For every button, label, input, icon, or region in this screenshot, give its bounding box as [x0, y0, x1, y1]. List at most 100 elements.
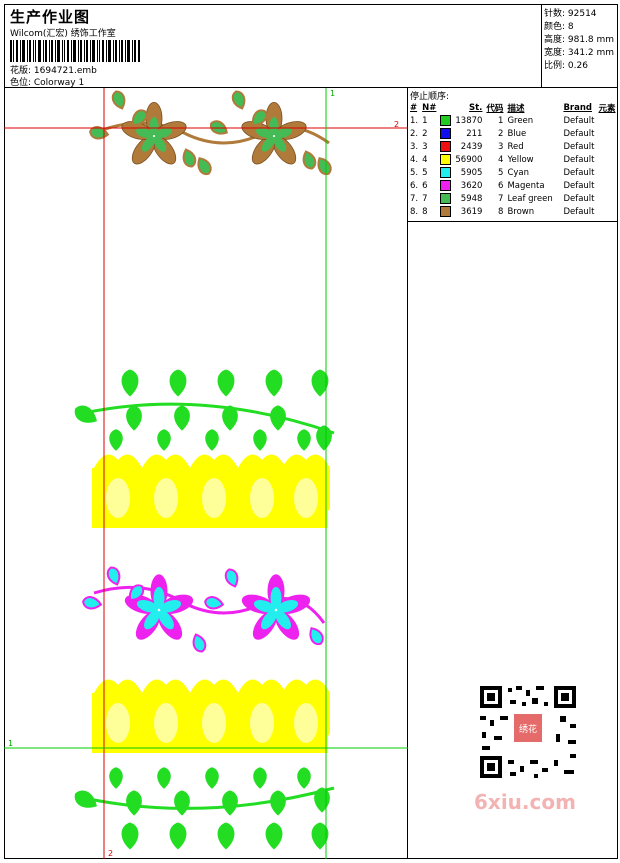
row-needle: 1: [422, 115, 428, 126]
design-file-label: 花版: 1694721.emb: [10, 66, 97, 76]
row-index: 1.: [410, 115, 419, 126]
row-brand: Default: [563, 141, 595, 152]
row-brand: Default: [563, 206, 595, 217]
colorway-label: 色位: Colorway 1: [10, 78, 85, 88]
color-swatch: [440, 128, 452, 139]
stitch-count: 针数: 92514: [544, 9, 597, 19]
row-index: 7.: [410, 193, 419, 204]
color-count: 颜色: 8: [544, 22, 574, 32]
row-description: Yellow: [507, 154, 534, 165]
col-header: 元素: [598, 103, 616, 114]
col-header: St.: [469, 102, 483, 113]
stop-sequence-panel: 停止顺序: # N# St. 代码 描述 Brand 元素 1. 1 13870 1 G…: [408, 88, 618, 222]
row-needle: 3: [422, 141, 428, 152]
row-code: 6: [498, 180, 504, 191]
table-row: 2. 2 211 2 Blue Default: [408, 127, 618, 140]
guide-label-h1: 1: [8, 739, 13, 748]
row-stitches: 56900: [455, 154, 483, 165]
row-swatch: [438, 205, 453, 218]
design-canvas: 1 2 1 2: [4, 88, 408, 859]
row-needle: 2: [422, 128, 428, 139]
table-row: 8. 8 3619 8 Brown Default: [408, 205, 618, 218]
row-code: 3: [498, 141, 504, 152]
row-stitches: 3619: [460, 206, 483, 217]
row-stitches: 5905: [460, 167, 483, 178]
row-needle: 5: [422, 167, 428, 178]
row-index: 3.: [410, 141, 419, 152]
stop-sequence-label: 停止顺序:: [410, 92, 450, 102]
row-index: 5.: [410, 167, 419, 178]
page-frame: [4, 4, 618, 859]
table-row: 7. 7 5948 7 Leaf green Default: [408, 192, 618, 205]
header-panel: 生产作业图 Wilcom(汇宏) 绣饰工作室 花版: 1694721.emb 色…: [4, 4, 542, 88]
col-header: 代码: [486, 103, 504, 114]
thread-table: # N# St. 代码 描述 Brand 元素 1. 1 13870 1 Green De…: [408, 101, 618, 218]
row-brand: Default: [563, 128, 595, 139]
row-description: Blue: [507, 128, 527, 139]
row-stitches: 2439: [460, 141, 483, 152]
row-index: 8.: [410, 206, 419, 217]
row-swatch: [438, 114, 453, 127]
yellow-lace-band-lower: [92, 679, 330, 753]
guide-label-v2: 2: [108, 849, 113, 858]
design-height: 高度: 981.8 mm: [544, 35, 615, 45]
embroidery-preview: 1 2 1 2: [4, 88, 408, 859]
row-stitches: 3620: [460, 180, 483, 191]
stamp-text: 绣花: [519, 723, 537, 735]
row-needle: 6: [422, 180, 428, 191]
color-swatch: [440, 180, 452, 191]
col-header: 描述: [507, 103, 525, 114]
yellow-lace-band-upper: [92, 454, 330, 528]
table-row: 5. 5 5905 5 Cyan Default: [408, 166, 618, 179]
row-stitches: 211: [466, 128, 483, 139]
row-swatch: [438, 192, 453, 205]
color-swatch: [440, 141, 452, 152]
row-description: Leaf green: [507, 193, 553, 204]
table-row: 3. 3 2439 3 Red Default: [408, 140, 618, 153]
row-description: Green: [507, 115, 534, 126]
table-row: 1. 1 13870 1 Green Default: [408, 114, 618, 127]
guide-label-h2: 2: [394, 120, 399, 129]
col-header: N#: [422, 102, 437, 113]
row-swatch: [438, 166, 453, 179]
green-vine-band-lower: [71, 767, 335, 850]
magenta-floral-motif: [81, 564, 327, 655]
row-code: 7: [498, 193, 504, 204]
row-brand: Default: [563, 167, 595, 178]
green-vine-band-upper: [71, 369, 335, 451]
table-row: 4. 4 56900 4 Yellow Default: [408, 153, 618, 166]
row-needle: 7: [422, 193, 428, 204]
row-code: 2: [498, 128, 504, 139]
row-stitches: 13870: [455, 115, 483, 126]
barcode-icon: [10, 40, 140, 62]
row-code: 5: [498, 167, 504, 178]
qr-code-icon: 绣花: [470, 680, 586, 784]
color-swatch: [440, 167, 452, 178]
color-swatch: [440, 206, 452, 217]
page-title: 生产作业图: [10, 8, 91, 26]
row-swatch: [438, 127, 453, 140]
row-needle: 8: [422, 206, 428, 217]
software-label: Wilcom(汇宏) 绣饰工作室: [10, 29, 116, 39]
design-width: 宽度: 341.2 mm: [544, 48, 615, 58]
row-needle: 4: [422, 154, 428, 165]
row-description: Magenta: [507, 180, 545, 191]
scale-ratio: 比例: 0.26: [544, 61, 588, 71]
row-code: 4: [498, 154, 504, 165]
row-index: 6.: [410, 180, 419, 191]
row-swatch: [438, 140, 453, 153]
col-header: Brand: [563, 102, 592, 113]
watermark-logo: 6xiu.com: [474, 790, 576, 814]
row-description: Brown: [507, 206, 535, 217]
row-brand: Default: [563, 180, 595, 191]
row-swatch: [438, 179, 453, 192]
row-brand: Default: [563, 193, 595, 204]
color-swatch: [440, 115, 452, 126]
table-row: 6. 6 3620 6 Magenta Default: [408, 179, 618, 192]
row-brand: Default: [563, 115, 595, 126]
row-code: 1: [498, 115, 504, 126]
stats-panel: 针数: 92514 颜色: 8 高度: 981.8 mm 宽度: 341.2 m…: [542, 4, 618, 88]
guide-label-v1: 1: [330, 89, 335, 98]
row-description: Red: [507, 141, 524, 152]
color-swatch: [440, 154, 452, 165]
